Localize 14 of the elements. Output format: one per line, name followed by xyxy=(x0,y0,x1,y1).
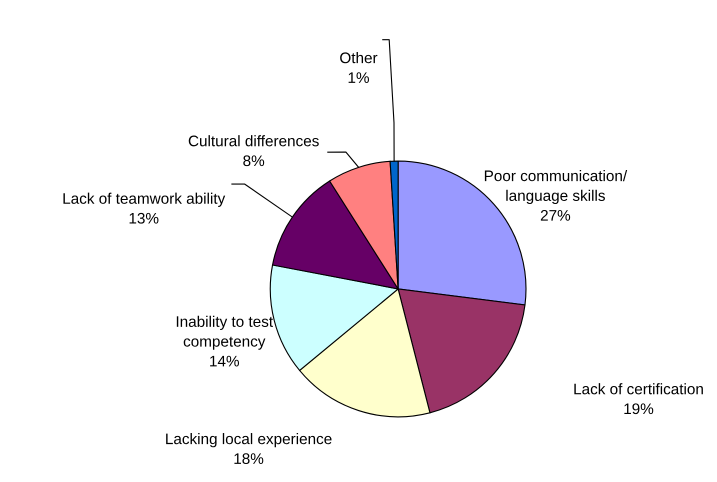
slice-label: Poor communication/ language skills xyxy=(484,170,628,204)
slice-label: Inability to test competency xyxy=(176,316,273,350)
data-label: 19% xyxy=(624,403,654,414)
data-label: 27% xyxy=(540,210,570,221)
slice-label: Lack of teamwork ability xyxy=(63,192,226,207)
slice-label: Lacking local experience xyxy=(166,433,332,448)
data-label: 8% xyxy=(243,155,264,166)
data-label: 14% xyxy=(210,356,239,366)
slice-label: Other xyxy=(340,52,378,64)
slice-label: Cultural differences xyxy=(188,135,319,146)
slice-label: Lack of certification xyxy=(574,383,703,394)
data-label: 18% xyxy=(234,453,264,464)
data-label: 13% xyxy=(130,212,158,224)
data-label: 1% xyxy=(348,72,369,83)
